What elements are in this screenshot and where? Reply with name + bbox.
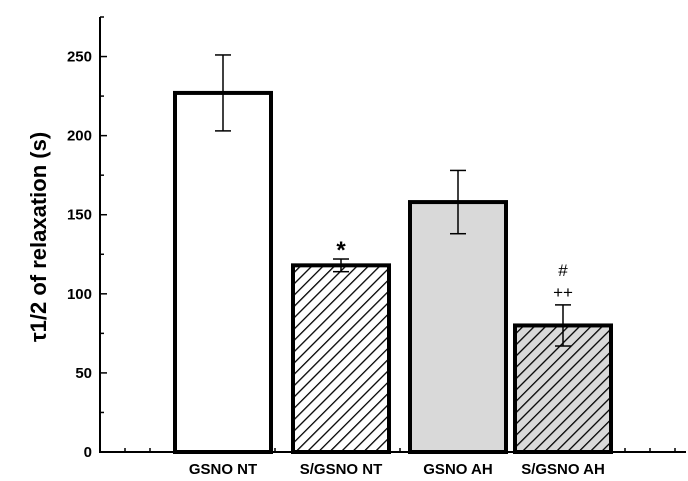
y-tick-label: 200 [67,128,92,145]
y-axis-title: τ1/2 of relaxation (s) [26,132,51,342]
y-tick-label: 100 [67,286,92,303]
x-tick-label: S/GSNO AH [521,461,605,478]
bar-hatch [293,265,389,452]
bar-fill [410,202,506,452]
bars [173,54,613,455]
bar-fill [175,92,271,452]
y-tick-label: 250 [67,49,92,66]
significance-marker: # [558,261,568,280]
significance-marker: * [336,237,346,264]
x-tick-label: GSNO NT [189,461,257,478]
y-tick-label: 0 [84,444,92,461]
significance-marker: ++ [553,283,573,302]
labels: 0 50 100 150 200 250 GSNO NT S/GSNO NT GSNO AH S/… [67,49,605,478]
y-tick-label: 150 [67,207,92,224]
x-tick-label: GSNO AH [423,461,492,478]
y-tick-label: 50 [75,365,92,382]
x-tick-label: S/GSNO NT [300,461,383,478]
